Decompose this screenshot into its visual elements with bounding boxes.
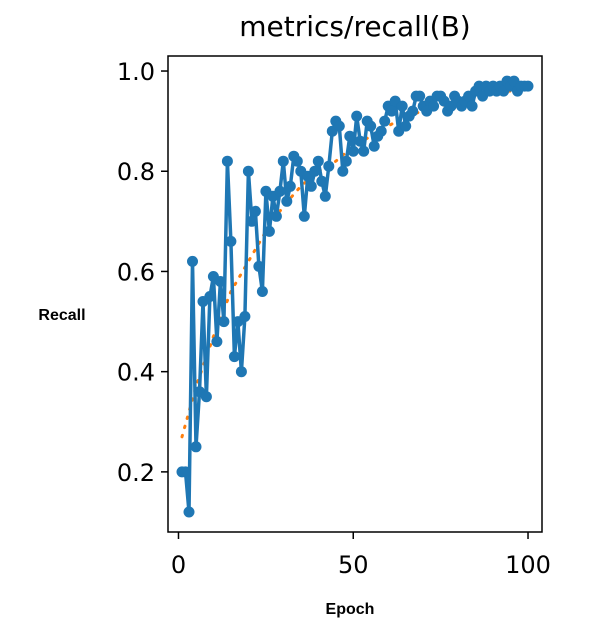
recall-point — [180, 466, 191, 478]
recall-point — [249, 205, 261, 217]
recall-point — [428, 100, 440, 112]
recall-point — [246, 215, 258, 227]
recall-point — [379, 115, 391, 127]
recall-point — [214, 276, 226, 287]
recall-point — [522, 80, 534, 92]
recall-point — [354, 135, 366, 147]
recall-point — [270, 210, 282, 222]
recall-point — [284, 180, 296, 192]
recall-point — [218, 316, 230, 328]
recall-point — [204, 291, 216, 302]
recall-point — [400, 120, 412, 132]
y-axis-label: Recall — [38, 307, 85, 324]
recall-point — [333, 120, 345, 132]
recall-point — [239, 311, 251, 322]
chart-title: metrics/recall(B) — [239, 10, 470, 43]
recall-point — [183, 506, 195, 518]
recall-point — [298, 210, 310, 222]
axes-frame — [167, 55, 543, 533]
x-tick-label: 100 — [505, 551, 551, 579]
x-tick-label: 50 — [338, 551, 369, 579]
recall-point — [340, 155, 352, 167]
recall-point — [242, 165, 254, 177]
recall-point — [344, 130, 356, 142]
x-axis: 0 50 100 — [171, 532, 551, 579]
recall-point — [351, 110, 363, 122]
recall-point — [235, 366, 247, 378]
recall-point — [228, 351, 240, 363]
recall-point — [337, 165, 349, 177]
recall-point — [263, 225, 275, 237]
recall-series-line — [182, 79, 528, 514]
recall-point — [190, 441, 202, 453]
recall-point — [187, 255, 198, 267]
recall-point — [365, 120, 377, 132]
recall-point — [375, 125, 387, 137]
y-tick-label: 0.8 — [117, 158, 155, 186]
recall-point — [253, 260, 265, 272]
recall-point — [466, 100, 478, 112]
y-axis: 0.2 0.4 0.6 0.8 1.0 — [117, 58, 168, 487]
recall-point — [414, 90, 426, 102]
recall-point — [274, 185, 286, 197]
plot-area — [176, 75, 534, 518]
recall-point — [347, 145, 359, 157]
recall-point — [358, 145, 370, 157]
recall-point — [221, 155, 233, 167]
recall-point — [291, 155, 303, 167]
y-tick-label: 1.0 — [117, 58, 155, 86]
recall-point — [396, 100, 408, 112]
recall-point — [211, 336, 223, 348]
recall-point — [312, 155, 324, 167]
recall-point — [305, 180, 317, 192]
y-tick-label: 0.4 — [117, 359, 155, 387]
recall-point — [225, 235, 237, 247]
y-tick-label: 0.2 — [117, 459, 155, 487]
recall-point — [309, 165, 321, 177]
recall-point — [319, 190, 331, 202]
recall-point — [368, 140, 380, 152]
recall-point — [407, 105, 419, 117]
recall-point — [281, 195, 293, 207]
x-axis-label: Epoch — [326, 601, 375, 618]
recall-point — [386, 105, 398, 117]
recall-point — [256, 286, 268, 297]
recall-point — [200, 391, 212, 403]
recall-point — [277, 155, 289, 167]
x-tick-label: 0 — [171, 551, 186, 579]
recall-point — [323, 160, 335, 172]
recall-point — [316, 175, 328, 187]
y-tick-label: 0.6 — [117, 258, 155, 286]
